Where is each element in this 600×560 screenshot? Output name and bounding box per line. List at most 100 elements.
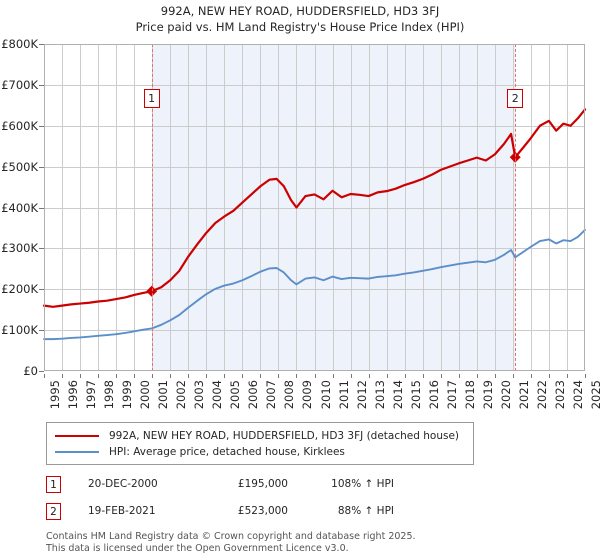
x-axis-tick [332, 374, 334, 378]
transaction-2-price: £523,000 [237, 505, 288, 517]
x-axis-tick [585, 374, 586, 378]
chart-title-line-2: Price paid vs. HM Land Registry's House … [135, 20, 465, 34]
event-marker-box-2: 2 [507, 89, 524, 108]
x-axis-tick-label: 2013 [372, 380, 387, 410]
y-axis-tick-label: £800K [1, 37, 38, 51]
x-axis-tick [368, 374, 370, 378]
x-axis-tick-label: 2004 [210, 380, 225, 410]
transaction-1-date: 20-DEC-2000 [88, 478, 158, 490]
x-axis-tick [260, 374, 262, 378]
x-axis-tick [98, 374, 100, 378]
gridline-vertical [422, 44, 424, 371]
x-axis-tick-label: 2005 [228, 380, 243, 410]
legend-label-hpi: HPI: Average price, detached house, Kirk… [109, 446, 345, 458]
transaction-row-1: 1 20-DEC-2000 £195,000 108% ↑ HPI [46, 476, 466, 496]
x-axis-tick [134, 374, 136, 378]
event-marker-line [151, 44, 153, 371]
x-axis-tick-label: 2015 [408, 380, 423, 410]
x-axis-tick-label: 2018 [462, 380, 477, 410]
y-axis-tick-label: £0 [23, 364, 38, 378]
gridline-vertical [494, 44, 496, 371]
x-axis-tick-label: 2019 [480, 380, 495, 410]
x-axis-tick [116, 374, 118, 378]
y-axis-tick-label: £700K [1, 77, 38, 92]
x-axis-tick [512, 374, 514, 378]
x-axis-tick [530, 374, 532, 378]
gridline-vertical [548, 44, 550, 371]
y-axis-tick [39, 84, 44, 86]
x-axis-tick-label: 2007 [264, 380, 279, 410]
x-axis-tick [62, 374, 64, 378]
x-axis-tick [278, 374, 280, 378]
y-axis-tick [39, 125, 44, 127]
gridline-vertical [80, 44, 82, 371]
chart-title-block: 992A, NEW HEY ROAD, HUDDERSFIELD, HD3 3F… [0, 3, 600, 35]
legend-item-hpi: HPI: Average price, detached house, Kirk… [55, 444, 465, 460]
y-axis-tick [39, 330, 44, 332]
gridline-vertical [566, 44, 568, 371]
gridline-vertical [206, 44, 208, 371]
footer: Contains HM Land Registry data © Crown c… [46, 531, 566, 554]
x-axis-tick [188, 374, 190, 378]
transaction-row-2: 2 19-FEB-2021 £523,000 88% ↑ HPI [46, 503, 466, 523]
gridline-vertical [188, 44, 190, 371]
x-axis-tick [548, 374, 550, 378]
transaction-2-number: 2 [46, 503, 61, 520]
x-axis-tick-label: 2020 [498, 380, 513, 410]
x-axis-tick [350, 374, 352, 378]
gridline-vertical [314, 44, 316, 371]
y-axis-tick-label: £200K [1, 282, 38, 297]
gridline-vertical [278, 44, 280, 371]
gridline-vertical [332, 44, 334, 371]
y-axis-tick [39, 248, 44, 250]
y-axis-tick [39, 207, 44, 209]
chart-title-line-1: 992A, NEW HEY ROAD, HUDDERSFIELD, HD3 3F… [160, 4, 440, 18]
gridline-vertical [224, 44, 226, 371]
legend-item-price-paid: 992A, NEW HEY ROAD, HUDDERSFIELD, HD3 3F… [55, 428, 465, 444]
x-axis-tick-label: 2003 [192, 380, 207, 410]
x-axis-tick-label: 2006 [246, 380, 261, 410]
x-axis-tick [440, 374, 442, 378]
y-axis-tick [39, 289, 44, 291]
legend-label-price-paid: 992A, NEW HEY ROAD, HUDDERSFIELD, HD3 3F… [109, 430, 460, 442]
gridline-vertical [386, 44, 388, 371]
series-lines [42, 108, 587, 341]
y-axis-tick-label: £400K [1, 200, 38, 215]
x-axis-tick-label: 2002 [174, 380, 189, 410]
x-axis-tick-label: 2025 [589, 380, 600, 410]
line-price-paid [42, 108, 587, 308]
line-hpi [43, 229, 586, 341]
y-axis-labels: £0 £100K £200K £300K £400K £500K £600K £700K £80… [0, 37, 44, 378]
x-axis-tick-label: 2010 [318, 380, 333, 410]
legend: 992A, NEW HEY ROAD, HUDDERSFIELD, HD3 3F… [46, 422, 474, 465]
x-axis-tick-label: 2001 [156, 380, 171, 410]
x-axis-tick [494, 374, 496, 378]
footer-licence: This data is licensed under the Open Gov… [46, 542, 349, 554]
y-axis-tick-label: £600K [1, 118, 38, 133]
gridline-vertical [512, 44, 514, 371]
x-axis-tick [458, 374, 460, 378]
transaction-1-price: £195,000 [237, 478, 288, 490]
y-axis-tick-label: £500K [1, 159, 38, 174]
x-axis-tick-label: 2022 [534, 380, 549, 410]
event-marker-box-1: 1 [143, 89, 160, 108]
footer-copyright: Contains HM Land Registry data © Crown c… [46, 531, 416, 542]
y-axis-tick-label: £300K [1, 241, 38, 256]
x-axis-tick-label: 2000 [138, 380, 153, 410]
x-axis-tick [566, 374, 568, 378]
x-axis-tick [476, 374, 478, 378]
x-axis-tick-label: 2021 [516, 380, 531, 410]
x-axis-tick [386, 374, 388, 378]
event-marker-line [515, 44, 517, 371]
x-axis-labels: 1995 1996 1997 1998 1999 2000 2001 2002 2003 2004… [44, 374, 600, 434]
gridline-vertical [62, 44, 64, 371]
x-axis-tick-label: 2012 [354, 380, 369, 410]
x-axis-tick [422, 374, 424, 378]
x-axis-tick-label: 1997 [84, 380, 99, 410]
gridline-vertical [458, 44, 460, 371]
x-axis-tick-label: 1998 [102, 380, 117, 410]
transaction-1-hpi-delta: 108% ↑ HPI [331, 478, 394, 490]
gridline-vertical [170, 44, 172, 371]
x-axis-tick [44, 374, 45, 378]
